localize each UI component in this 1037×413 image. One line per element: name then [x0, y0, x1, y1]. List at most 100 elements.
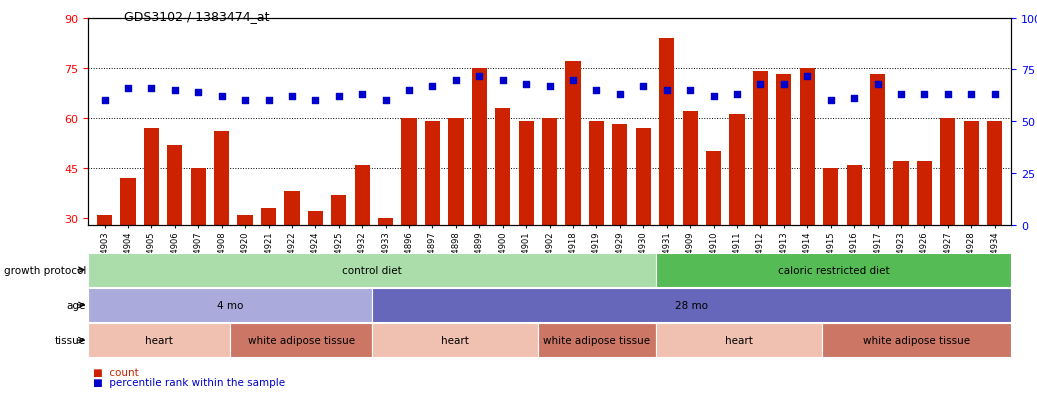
Bar — [660, 38, 674, 318]
Text: heart: heart — [725, 335, 753, 345]
Point — [565, 77, 582, 84]
Bar — [656, 253, 1011, 287]
Bar — [941, 119, 955, 318]
Point — [471, 73, 487, 80]
Text: ■  count: ■ count — [93, 367, 139, 377]
Text: white adipose tissue: white adipose tissue — [543, 335, 650, 345]
Bar — [237, 215, 253, 318]
Bar — [893, 162, 908, 318]
Bar — [144, 128, 159, 318]
Bar — [88, 288, 372, 322]
Text: heart: heart — [441, 335, 469, 345]
Point — [588, 88, 605, 94]
Bar — [823, 169, 838, 318]
Point — [119, 85, 136, 92]
Point — [752, 81, 768, 88]
Bar — [120, 178, 136, 318]
Bar — [96, 215, 112, 318]
Point — [916, 92, 932, 98]
Bar — [729, 115, 745, 318]
Bar — [372, 323, 538, 357]
Point — [658, 88, 675, 94]
Bar — [987, 122, 1003, 318]
Bar — [448, 119, 464, 318]
Bar — [230, 323, 372, 357]
Bar — [565, 62, 581, 318]
Point — [354, 92, 370, 98]
Bar — [191, 169, 206, 318]
Bar — [261, 209, 276, 318]
Point — [776, 81, 792, 88]
Bar — [495, 109, 510, 318]
Point — [893, 92, 909, 98]
Point — [495, 77, 511, 84]
Bar — [167, 145, 183, 318]
Bar — [379, 218, 393, 318]
Bar — [706, 152, 721, 318]
Bar — [656, 323, 821, 357]
Bar — [800, 69, 815, 318]
Point — [940, 92, 956, 98]
Text: ■  percentile rank within the sample: ■ percentile rank within the sample — [93, 377, 285, 387]
Point — [331, 94, 347, 100]
Point — [190, 90, 206, 96]
Bar — [88, 253, 656, 287]
Bar — [401, 119, 417, 318]
Text: control diet: control diet — [342, 265, 402, 275]
Point — [986, 92, 1003, 98]
Bar — [612, 125, 627, 318]
Text: white adipose tissue: white adipose tissue — [863, 335, 970, 345]
Bar — [355, 165, 370, 318]
Point — [214, 94, 230, 100]
Bar — [636, 128, 651, 318]
Point — [822, 98, 839, 104]
Bar — [518, 122, 534, 318]
Point — [260, 98, 277, 104]
Text: 4 mo: 4 mo — [217, 300, 244, 310]
Text: 28 mo: 28 mo — [675, 300, 708, 310]
Point — [143, 85, 160, 92]
Text: age: age — [66, 300, 86, 310]
Bar — [917, 162, 932, 318]
Text: caloric restricted diet: caloric restricted diet — [778, 265, 890, 275]
Text: growth protocol: growth protocol — [4, 265, 86, 275]
Bar — [372, 288, 1011, 322]
Point — [869, 81, 886, 88]
Bar — [542, 119, 557, 318]
Point — [167, 88, 184, 94]
Bar — [870, 75, 886, 318]
Point — [307, 98, 324, 104]
Bar — [821, 323, 1011, 357]
Point — [798, 73, 815, 80]
Text: tissue: tissue — [55, 335, 86, 345]
Bar — [331, 195, 346, 318]
Text: heart: heart — [145, 335, 173, 345]
Bar — [88, 323, 230, 357]
Point — [377, 98, 394, 104]
Bar — [308, 212, 323, 318]
Point — [705, 94, 722, 100]
Point — [729, 92, 746, 98]
Point — [400, 88, 417, 94]
Point — [612, 92, 628, 98]
Point — [541, 83, 558, 90]
Bar — [214, 132, 229, 318]
Bar — [682, 112, 698, 318]
Bar — [589, 122, 605, 318]
Bar — [846, 165, 862, 318]
Point — [963, 92, 980, 98]
Point — [682, 88, 699, 94]
Bar — [963, 122, 979, 318]
Text: white adipose tissue: white adipose tissue — [248, 335, 355, 345]
Bar — [284, 192, 300, 318]
Point — [96, 98, 113, 104]
Point — [448, 77, 465, 84]
Bar — [753, 72, 768, 318]
Text: GDS3102 / 1383474_at: GDS3102 / 1383474_at — [124, 10, 270, 23]
Point — [424, 83, 441, 90]
Bar — [538, 323, 656, 357]
Point — [517, 81, 534, 88]
Bar — [425, 122, 440, 318]
Bar — [472, 69, 487, 318]
Point — [236, 98, 253, 104]
